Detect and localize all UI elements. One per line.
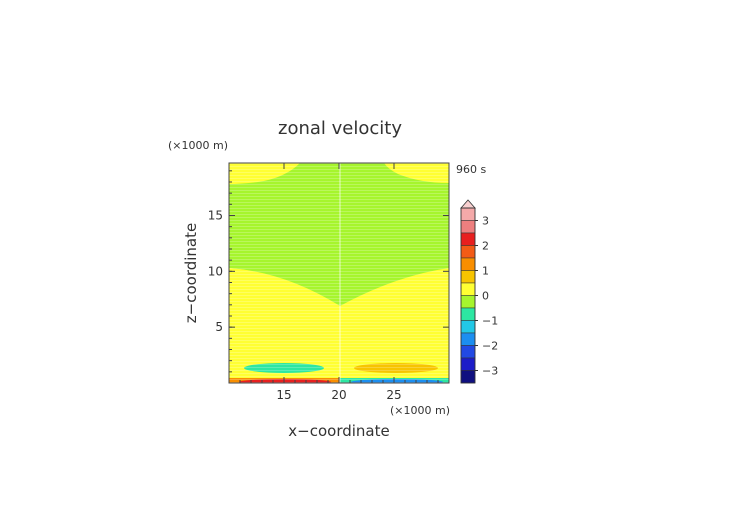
- colorbar: 3 2 1 0 −1 −2 −3: [460, 199, 498, 384]
- colorbar-tick-label-0: 3: [482, 215, 489, 228]
- colorbar-level-8: [460, 307, 476, 321]
- colorbar-level-6: [460, 282, 476, 296]
- colorbar-tick-label-6: −3: [482, 365, 498, 378]
- colorbar-level-13: [460, 370, 476, 384]
- colorbar-tick-label-4: −1: [482, 315, 498, 328]
- colorbar-level-5: [460, 270, 476, 284]
- colorbar-level-3: [460, 245, 476, 259]
- x-unit-label: (×1000 m): [390, 404, 450, 417]
- colorbar-level-12: [460, 357, 476, 371]
- y-tick-label-2: 15: [208, 208, 223, 222]
- colorbar-level-4: [460, 257, 476, 271]
- y-unit-label: (×1000 m): [168, 139, 228, 152]
- colorbar-extend-top: [460, 199, 476, 209]
- colorbar-level-0: [460, 207, 476, 221]
- x-axis-label: x−coordinate: [288, 422, 389, 440]
- x-ticks: 15 20 25: [228, 163, 450, 402]
- colorbar-tick-label-3: 0: [482, 290, 489, 303]
- y-tick-label-1: 10: [208, 264, 223, 278]
- chart-title: zonal velocity: [278, 118, 402, 139]
- colorbar-tick-label-2: 1: [482, 265, 489, 278]
- colorbar-level-9: [460, 320, 476, 334]
- colorbar-level-7: [460, 295, 476, 309]
- colorbar-level-1: [460, 220, 476, 234]
- colorbar-level-11: [460, 345, 476, 359]
- field-texture: [229, 163, 449, 383]
- x-tick-label-0: 15: [276, 388, 291, 402]
- colorbar-tick-label-5: −2: [482, 340, 498, 353]
- colorbar-tick-label-1: 2: [482, 240, 489, 253]
- y-axis-label: z−coordinate: [182, 223, 200, 323]
- time-label: 960 s: [456, 163, 486, 176]
- velocity-field: [229, 163, 449, 383]
- y-tick-label-0: 5: [215, 320, 223, 334]
- x-tick-label-2: 25: [386, 388, 401, 402]
- colorbar-level-2: [460, 232, 476, 246]
- x-tick-label-1: 20: [331, 388, 346, 402]
- y-ticks: 5 10 15: [208, 170, 449, 373]
- colorbar-level-10: [460, 332, 476, 346]
